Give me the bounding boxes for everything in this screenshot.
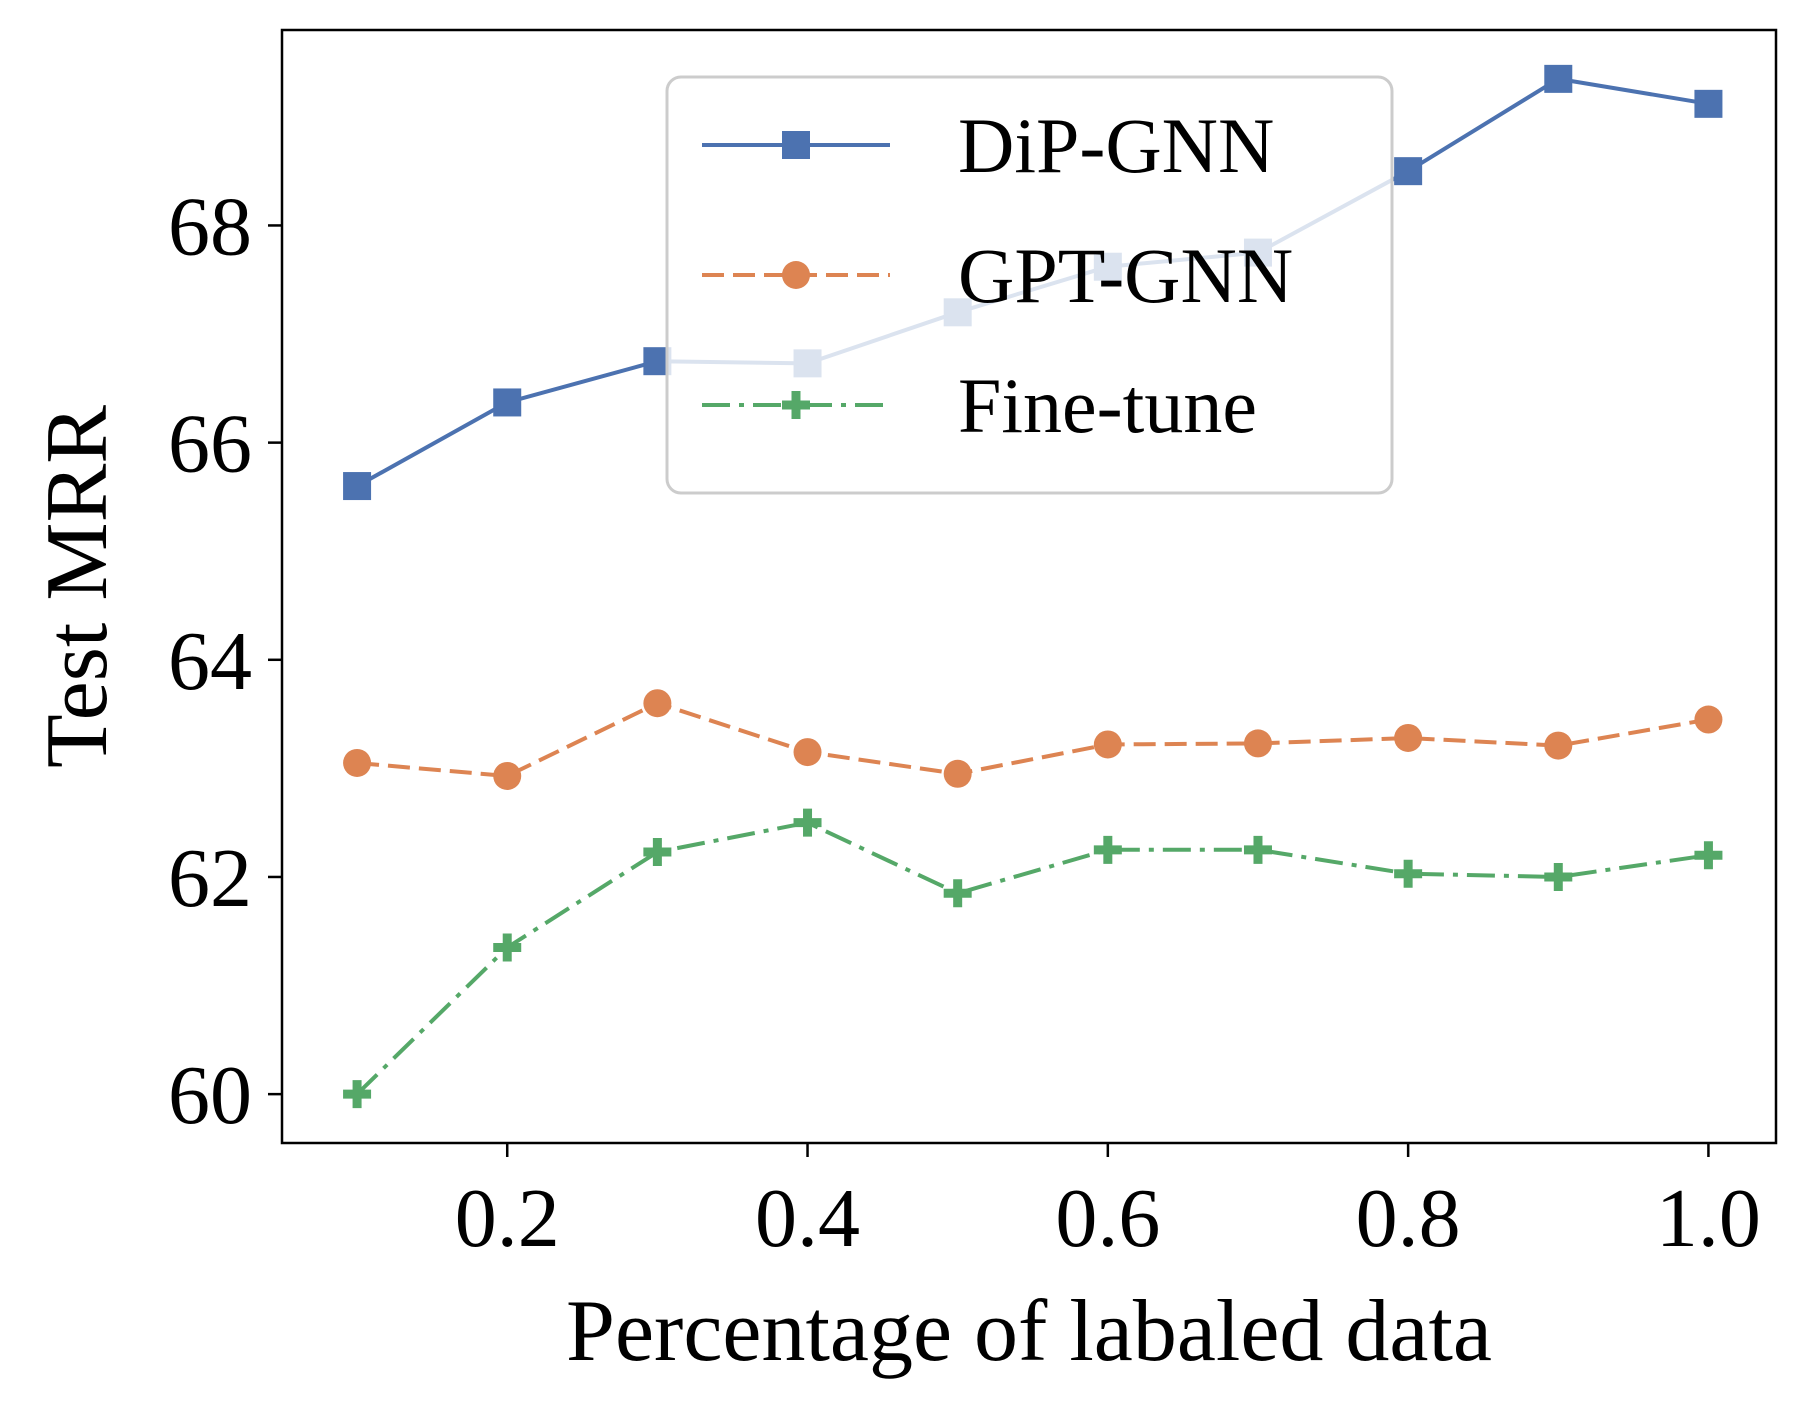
series-fine-tune bbox=[343, 808, 1723, 1109]
legend-box bbox=[665, 75, 1394, 495]
fine-tune-point bbox=[1394, 859, 1423, 888]
x-tick-label: 0.6 bbox=[1055, 1172, 1160, 1265]
fine-tune-point bbox=[793, 808, 822, 837]
dip-gnn-point bbox=[1394, 157, 1423, 186]
y-tick-label: 60 bbox=[168, 1049, 252, 1142]
dip-gnn-point bbox=[1694, 89, 1723, 118]
y-tick-label: 62 bbox=[168, 832, 252, 925]
fine-tune-point bbox=[493, 933, 522, 962]
legend: DiP-GNN GPT-GNN Fine-tune bbox=[665, 75, 1394, 495]
legend-entry-fine-tune: Fine-tune bbox=[702, 362, 1257, 449]
legend-label: DiP-GNN bbox=[958, 102, 1274, 189]
dip-gnn-point bbox=[493, 388, 522, 417]
gpt-gnn-point bbox=[1243, 729, 1272, 758]
fine-tune-point bbox=[1694, 841, 1723, 870]
gpt-gnn-line bbox=[356, 701, 1709, 778]
x-tick-label: 0.2 bbox=[455, 1172, 560, 1265]
gpt-gnn-point bbox=[493, 761, 522, 790]
fine-tune-point bbox=[943, 879, 972, 908]
dip-gnn-point bbox=[1544, 64, 1573, 93]
x-tick-label: 1.0 bbox=[1656, 1172, 1761, 1265]
legend-label: GPT-GNN bbox=[958, 232, 1293, 319]
series-gpt-gnn bbox=[343, 689, 1723, 790]
gpt-gnn-point bbox=[1394, 723, 1423, 752]
legend-marker bbox=[782, 261, 810, 289]
legend-marker bbox=[782, 391, 810, 419]
gpt-gnn-point bbox=[793, 738, 822, 767]
y-axis-title: Test MRR bbox=[29, 405, 126, 768]
fine-tune-point bbox=[1093, 835, 1122, 864]
gpt-gnn-point bbox=[343, 748, 372, 777]
fine-tune-point bbox=[643, 837, 672, 866]
x-tick-label: 0.4 bbox=[755, 1172, 860, 1265]
x-axis-ticks: 0.2 0.4 0.6 0.8 1.0 bbox=[455, 1143, 1761, 1265]
y-tick-label: 66 bbox=[168, 398, 252, 491]
y-axis-ticks: 60 62 64 66 68 bbox=[168, 180, 282, 1142]
fine-tune-point bbox=[343, 1080, 372, 1109]
x-tick-label: 0.8 bbox=[1356, 1172, 1461, 1265]
gpt-gnn-point bbox=[943, 759, 972, 788]
legend-entry-dip-gnn: DiP-GNN bbox=[702, 102, 1274, 189]
gpt-gnn-point bbox=[643, 689, 672, 718]
gpt-gnn-point bbox=[1544, 731, 1573, 760]
gpt-gnn-point bbox=[1093, 730, 1122, 759]
legend-label: Fine-tune bbox=[958, 362, 1257, 449]
dip-gnn-point bbox=[343, 472, 372, 501]
plot-frame bbox=[280, 28, 1778, 1145]
gpt-gnn-point bbox=[1694, 705, 1723, 734]
legend-marker bbox=[782, 131, 810, 159]
legend-entry-gpt-gnn: GPT-GNN bbox=[702, 232, 1293, 319]
x-axis-title: Percentage of labaled data bbox=[566, 1283, 1492, 1380]
y-tick-label: 64 bbox=[168, 615, 252, 708]
fine-tune-line bbox=[355, 820, 1709, 1096]
y-tick-label: 68 bbox=[168, 180, 252, 273]
fine-tune-point bbox=[1544, 862, 1573, 891]
fine-tune-point bbox=[1243, 835, 1272, 864]
